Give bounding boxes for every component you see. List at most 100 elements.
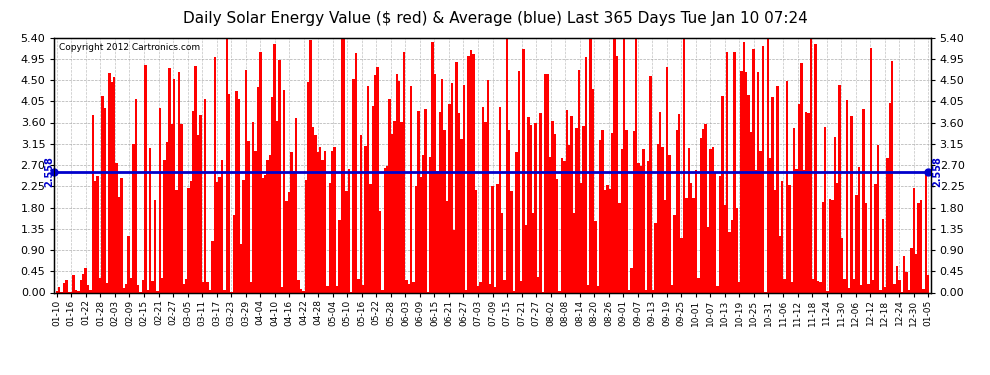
Bar [508, 130, 511, 292]
Bar [884, 286, 886, 292]
Bar [185, 279, 187, 292]
Bar [651, 290, 654, 292]
Bar [341, 38, 343, 292]
Bar [249, 282, 251, 292]
Bar [192, 111, 194, 292]
Bar [628, 290, 631, 292]
Bar [719, 176, 721, 292]
Bar [297, 280, 300, 292]
Bar [216, 182, 219, 292]
Bar [118, 197, 120, 292]
Bar [491, 186, 494, 292]
Bar [518, 71, 520, 292]
Bar [439, 112, 442, 292]
Bar [769, 158, 771, 292]
Bar [513, 291, 515, 292]
Bar [832, 201, 834, 292]
Bar [827, 291, 829, 292]
Bar [108, 74, 111, 292]
Bar [417, 111, 420, 292]
Bar [731, 220, 734, 292]
Bar [894, 284, 896, 292]
Bar [702, 129, 704, 292]
Bar [535, 123, 537, 292]
Bar [173, 79, 175, 292]
Bar [704, 124, 707, 292]
Bar [860, 285, 862, 292]
Bar [544, 74, 546, 292]
Bar [546, 74, 548, 292]
Bar [621, 148, 623, 292]
Bar [834, 137, 836, 292]
Bar [820, 282, 822, 292]
Bar [412, 282, 415, 292]
Bar [515, 152, 518, 292]
Bar [465, 290, 467, 292]
Bar [839, 85, 841, 292]
Bar [523, 49, 525, 292]
Bar [570, 116, 573, 292]
Bar [79, 280, 82, 292]
Bar [410, 86, 412, 292]
Bar [606, 185, 609, 292]
Bar [918, 202, 920, 292]
Bar [470, 50, 472, 292]
Bar [123, 288, 125, 292]
Bar [379, 211, 381, 292]
Bar [587, 285, 589, 292]
Bar [94, 181, 96, 292]
Bar [190, 181, 192, 292]
Bar [577, 70, 580, 292]
Bar [494, 287, 496, 292]
Bar [264, 175, 266, 292]
Bar [879, 291, 881, 292]
Bar [594, 221, 597, 292]
Bar [829, 200, 832, 292]
Bar [467, 56, 470, 292]
Bar [153, 200, 156, 292]
Bar [903, 256, 906, 292]
Bar [209, 290, 211, 292]
Bar [161, 278, 163, 292]
Bar [810, 38, 812, 292]
Bar [616, 56, 618, 292]
Bar [602, 130, 604, 292]
Bar [530, 125, 532, 292]
Bar [288, 192, 290, 292]
Bar [499, 107, 501, 292]
Bar [221, 160, 223, 292]
Bar [661, 147, 663, 292]
Bar [568, 145, 570, 292]
Bar [551, 121, 553, 292]
Bar [678, 114, 680, 292]
Bar [558, 291, 560, 292]
Bar [293, 171, 295, 292]
Bar [89, 290, 91, 292]
Bar [585, 57, 587, 292]
Bar [346, 191, 347, 292]
Bar [72, 275, 75, 292]
Bar [165, 142, 168, 292]
Bar [575, 128, 577, 292]
Bar [156, 291, 158, 292]
Bar [251, 122, 254, 292]
Bar [862, 109, 865, 292]
Bar [752, 49, 754, 292]
Bar [852, 279, 855, 292]
Bar [281, 286, 283, 292]
Bar [754, 171, 757, 292]
Bar [643, 149, 644, 292]
Bar [724, 205, 726, 292]
Bar [175, 190, 178, 292]
Text: Copyright 2012 Cartronics.com: Copyright 2012 Cartronics.com [58, 43, 200, 52]
Bar [791, 282, 793, 292]
Bar [843, 279, 845, 292]
Bar [915, 254, 918, 292]
Bar [822, 202, 824, 292]
Bar [736, 207, 738, 292]
Bar [745, 72, 747, 292]
Bar [506, 38, 508, 292]
Bar [891, 62, 894, 292]
Bar [240, 244, 243, 292]
Bar [776, 87, 778, 292]
